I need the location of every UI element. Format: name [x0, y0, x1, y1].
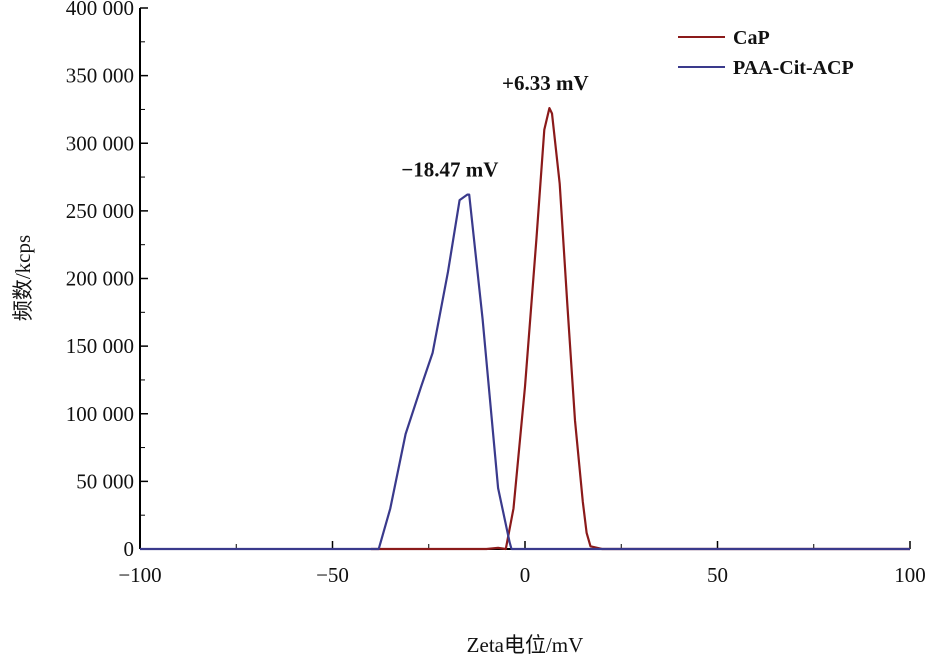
x-axis-title: Zeta电位/mV: [467, 633, 584, 657]
annotation-layer: +6.33 mV −18.47 mV: [401, 71, 588, 182]
series-layer: [140, 106, 910, 551]
legend: CaP PAA-Cit-ACP: [678, 27, 854, 79]
x-ticks: −100 −50 0 50 100: [118, 541, 926, 587]
x-tick-label: −50: [316, 563, 349, 587]
y-tick-label: 350 000: [66, 64, 134, 88]
y-tick-label: 400 000: [66, 0, 134, 20]
y-tick-label: 250 000: [66, 199, 134, 223]
y-tick-label: 300 000: [66, 131, 134, 155]
legend-label-cap: CaP: [733, 27, 770, 49]
y-ticks: 0 50 000 100 000 150 000 200 000 250 000 300 0…: [66, 0, 148, 561]
y-tick-label: 200 000: [66, 267, 134, 291]
x-tick-label: 50: [707, 563, 728, 587]
y-tick-label: 100 000: [66, 402, 134, 426]
x-tick-label: −100: [118, 563, 161, 587]
y-axis-title: 频数/kcps: [11, 235, 35, 321]
peak-annotation: +6.33 mV: [502, 71, 589, 95]
x-tick-label: 0: [520, 563, 531, 587]
legend-label-paa-cit-acp: PAA-Cit-ACP: [733, 57, 854, 79]
y-tick-label: 50 000: [76, 469, 134, 493]
peak-annotation: −18.47 mV: [401, 158, 498, 182]
y-tick-label: 150 000: [66, 334, 134, 358]
x-tick-label: 100: [894, 563, 926, 587]
y-tick-label: 0: [124, 537, 135, 561]
series-line-paa-cit-acp: [140, 193, 910, 551]
series-line-cap: [371, 106, 910, 551]
